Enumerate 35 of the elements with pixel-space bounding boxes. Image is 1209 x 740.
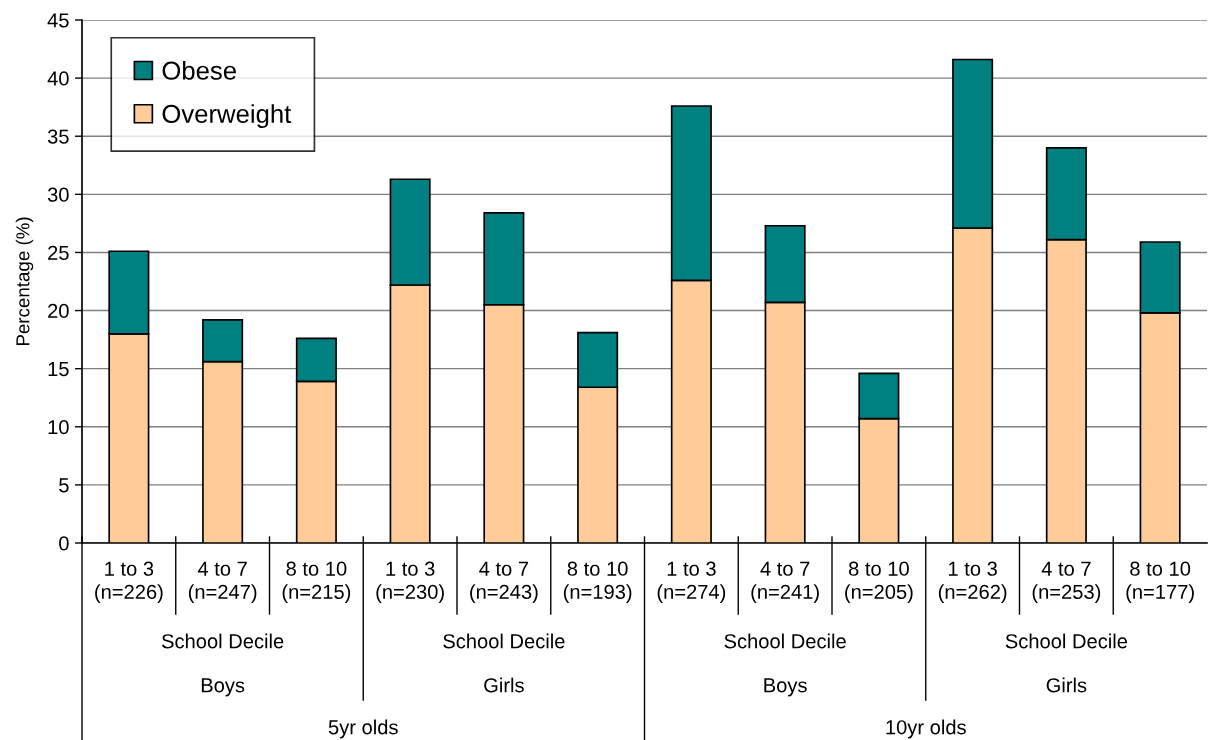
text: Girls [1046, 677, 1087, 693]
text: School Decile [161, 633, 284, 649]
text: School Decile [443, 633, 565, 649]
text: School Decile [724, 633, 846, 649]
y-tick-label: 10 [48, 420, 69, 435]
x-tick-label: 4 to 7 (n=241) [751, 561, 819, 603]
x-tick-label: 8 to 10 (n=193) [563, 561, 632, 603]
text: Boys [201, 678, 245, 697]
x-tick-label: 4 to 7 (n=247) [188, 561, 257, 603]
y-tick-label: 35 [47, 129, 69, 144]
x-tick-label: 8 to 10 (n=177) [1126, 561, 1194, 603]
text: Boys [764, 678, 807, 697]
y-tick-label: 45 [47, 13, 69, 28]
x-tick-label: 1 to 3 (n=274) [657, 561, 726, 603]
y-tick-label: 20 [48, 303, 69, 319]
x-tick-label: 1 to 3 (n=226) [95, 561, 163, 603]
x-tick-label: 8 to 10 (n=205) [845, 561, 913, 603]
x-tick-label: 1 to 3 (n=262) [938, 561, 1007, 603]
text: Girls [484, 677, 524, 693]
x-tick-label: 8 to 10 (n=215) [282, 561, 351, 603]
y-axis-title: Percentage (%) [15, 217, 34, 346]
x-tick-label: 1 to 3 (n=230) [376, 561, 444, 603]
y-tick-label: 40 [47, 71, 69, 86]
legend-label: Obese [162, 60, 236, 80]
y-tick-label: 0 [59, 536, 69, 551]
y-tick-label: 30 [47, 187, 69, 202]
text: 10yr olds [886, 719, 966, 739]
y-tick-label: 5 [59, 478, 69, 493]
x-tick-label: 4 to 7 (n=253) [1032, 561, 1101, 603]
x-tick-label: 4 to 7 (n=243) [470, 561, 538, 603]
text: School Decile [1005, 633, 1128, 649]
y-tick-label: 15 [48, 362, 69, 377]
text: 5yr olds [328, 719, 398, 739]
y-tick-label: 25 [48, 245, 69, 260]
legend-label: Overweight [162, 104, 292, 129]
